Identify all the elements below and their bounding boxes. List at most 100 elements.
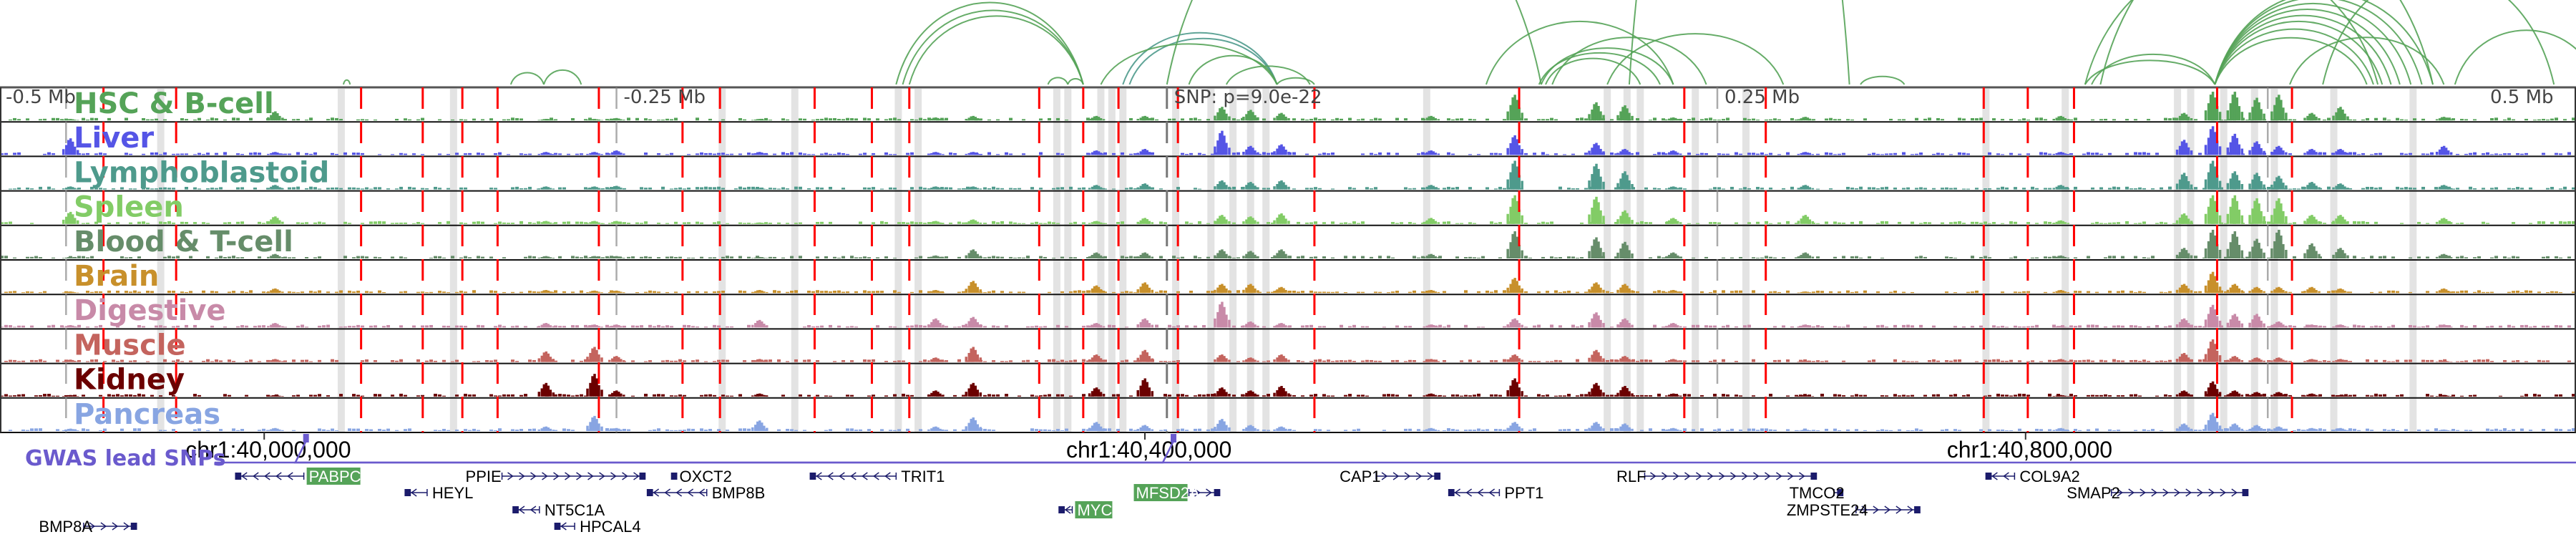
- signal-bar: [2550, 118, 2554, 121]
- signal-bar: [1352, 256, 1356, 258]
- signal-bar: [657, 428, 660, 431]
- signal-bar: [726, 359, 729, 362]
- signal-bar: [1331, 291, 1335, 294]
- signal-bar: [1971, 117, 1974, 121]
- signal-bar: [378, 257, 381, 258]
- signal-bar: [554, 222, 557, 224]
- signal-peak: [591, 348, 594, 362]
- signal-bar: [674, 291, 678, 294]
- signal-bar: [2138, 361, 2142, 362]
- signal-peak: [976, 188, 979, 190]
- signal-peak: [1588, 251, 1591, 258]
- signal-bar: [9, 291, 12, 294]
- signal-bar: [318, 188, 321, 190]
- signal-bar: [30, 359, 34, 362]
- signal-bar: [2542, 119, 2545, 121]
- signal-bar: [580, 290, 583, 294]
- signal-peak: [1808, 219, 1812, 224]
- signal-peak: [1247, 284, 1250, 294]
- signal-peak: [2260, 211, 2263, 224]
- signal-peak: [1616, 183, 1619, 190]
- signal-bar: [438, 188, 441, 190]
- signal-bar: [1928, 117, 1931, 121]
- signal-peak: [2258, 358, 2260, 362]
- signal-bar: [2370, 187, 2373, 190]
- signal-bar: [1726, 117, 1729, 121]
- signal-bar: [416, 291, 420, 294]
- signal-peak: [1432, 117, 1435, 121]
- signal-bar: [103, 361, 107, 362]
- signal-bar: [318, 428, 321, 431]
- signal-peak: [976, 390, 979, 397]
- signal-peak: [1667, 118, 1671, 121]
- signal-peak: [586, 357, 589, 362]
- signal-bar: [301, 291, 304, 294]
- signal-bar: [429, 291, 433, 294]
- signal-bar: [880, 429, 884, 431]
- signal-bar: [897, 119, 901, 121]
- signal-bar: [2014, 187, 2017, 190]
- signal-bar: [1382, 326, 1386, 328]
- signal-bar: [2078, 360, 2082, 362]
- signal-bar: [2074, 360, 2077, 362]
- signal-bar: [309, 153, 313, 155]
- signal-peak: [1146, 382, 1148, 397]
- signal-bar: [1443, 221, 1446, 224]
- signal-bar: [524, 394, 527, 397]
- signal-peak: [552, 154, 555, 155]
- signal-bar: [1125, 291, 1128, 294]
- signal-bar: [2147, 361, 2150, 362]
- signal-peak: [73, 395, 77, 397]
- signal-bar: [1846, 186, 1850, 190]
- signal-bar: [790, 291, 794, 294]
- signal-bar: [2490, 154, 2494, 155]
- signal-peak: [1804, 152, 1807, 155]
- signal-bar: [1936, 153, 1940, 155]
- signal-bar: [142, 187, 145, 190]
- signal-bar: [447, 221, 450, 224]
- signal-peak: [274, 111, 277, 121]
- signal-peak: [1252, 218, 1254, 224]
- signal-bar: [1859, 395, 1863, 397]
- signal-bar: [1958, 221, 1961, 224]
- signal-bar: [2477, 290, 2481, 294]
- signal-peak: [1513, 135, 1516, 155]
- signal-peak: [73, 146, 77, 155]
- signal-peak: [1593, 314, 1596, 328]
- signal-bar: [1352, 221, 1356, 224]
- signal-bar: [1644, 222, 1648, 224]
- track-spleen: [0, 195, 2576, 226]
- signal-bar: [1447, 186, 1450, 190]
- signal-bar: [21, 325, 25, 328]
- signal-peak: [1811, 221, 1815, 224]
- signal-peak: [1219, 250, 1221, 258]
- signal-bar: [674, 117, 678, 121]
- signal-peak: [593, 347, 596, 362]
- signal-peak: [942, 324, 945, 328]
- signal-bar: [717, 153, 721, 155]
- signal-peak: [589, 188, 592, 190]
- signal-bar: [786, 188, 789, 190]
- signal-bar: [1232, 222, 1236, 224]
- signal-peak: [1591, 174, 1594, 190]
- chromatin-loop-arc: [1860, 75, 1906, 85]
- signal-bar: [1825, 360, 1828, 362]
- signal-peak: [593, 256, 596, 258]
- signal-bar: [399, 393, 403, 397]
- signal-bar: [2473, 188, 2477, 190]
- signal-bar: [1953, 326, 1957, 328]
- signal-bar: [498, 221, 502, 224]
- signal-peak: [1626, 108, 1629, 121]
- signal-bar: [404, 153, 407, 155]
- signal-peak: [2440, 289, 2444, 294]
- signal-bar: [867, 395, 871, 397]
- signal-peak: [1808, 395, 1812, 397]
- signal-peak: [2062, 395, 2064, 397]
- signal-peak: [1432, 219, 1435, 224]
- signal-bar: [902, 393, 905, 397]
- signal-bar: [1550, 117, 1553, 121]
- signal-bar: [2482, 359, 2485, 362]
- signal-peak: [545, 119, 548, 121]
- signal-bar: [356, 395, 360, 397]
- signal-bar: [2288, 361, 2292, 362]
